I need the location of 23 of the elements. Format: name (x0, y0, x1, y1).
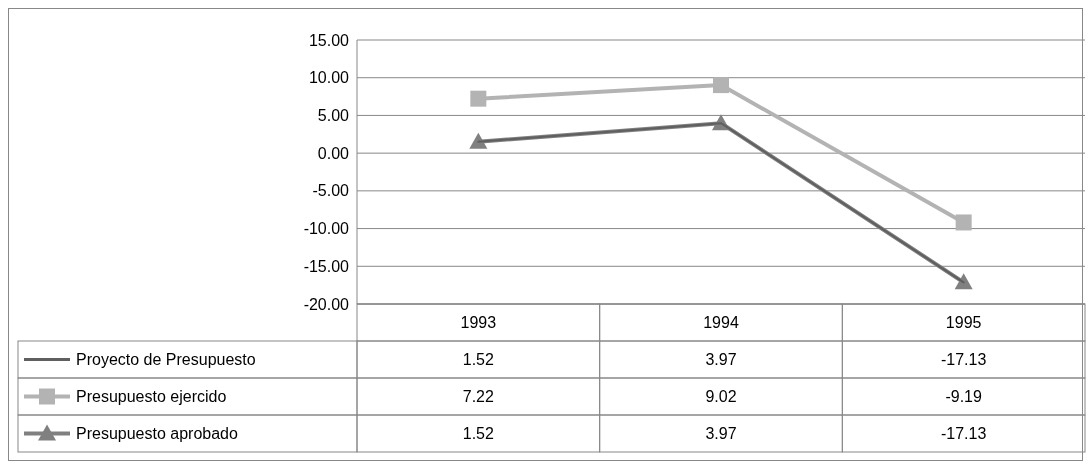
data-label: -17.13 (940, 425, 987, 443)
legend-label: Proyecto de Presupuesto (76, 351, 256, 369)
data-label: 7.22 (462, 388, 495, 406)
data-label: 9.02 (705, 388, 737, 406)
x-tick-label: 1993 (460, 314, 497, 332)
data-label: 3.97 (705, 425, 737, 443)
x-tick-label: 1994 (703, 314, 739, 332)
data-label: 1.52 (462, 425, 495, 443)
legend-label: Presupuesto aprobado (76, 425, 238, 443)
y-tick-label: 5.00 (317, 107, 350, 125)
y-tick-label: -10.00 (303, 220, 350, 238)
y-tick-label: 0.00 (317, 144, 350, 162)
y-tick-label: -15.00 (303, 257, 350, 275)
data-label: 3.97 (705, 351, 737, 369)
x-tick-label: 1995 (945, 314, 982, 332)
y-tick-label: -20.00 (303, 295, 350, 313)
data-label: -9.19 (945, 388, 982, 406)
legend-label: Presupuesto ejercido (76, 388, 227, 406)
y-tick-label: 10.00 (308, 69, 350, 87)
data-label: 1.52 (462, 351, 495, 369)
y-tick-label: -5.00 (312, 182, 350, 200)
y-tick-label: 15.00 (308, 31, 350, 49)
data-label: -17.13 (940, 351, 987, 369)
